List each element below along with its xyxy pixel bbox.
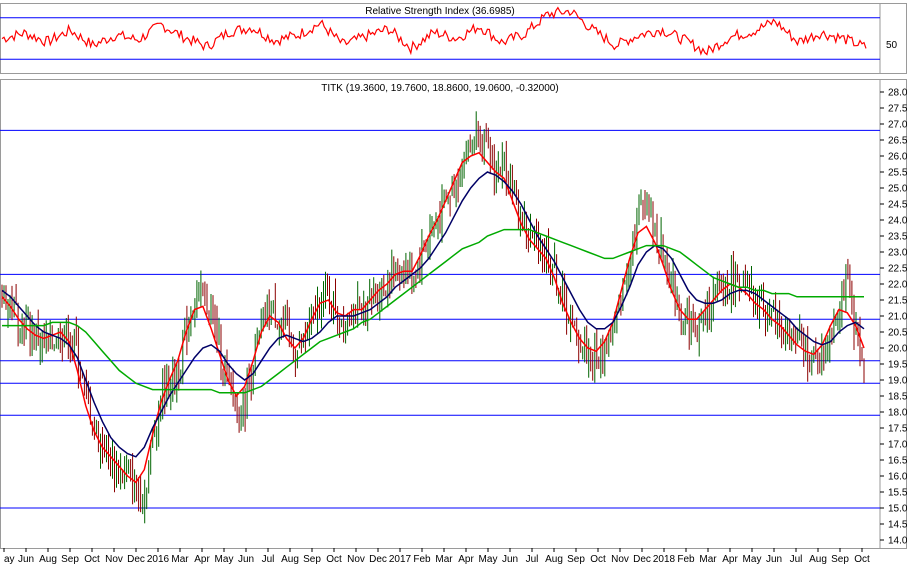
rsi-line <box>1 6 867 56</box>
x-tick-label: Jul <box>526 554 539 565</box>
x-tick-label: Nov <box>611 554 629 565</box>
rsi-title: Relative Strength Index (36.6985) <box>365 6 515 17</box>
x-tick-label: Jun <box>18 554 34 565</box>
x-tick-label: Oct <box>854 554 870 565</box>
x-tick-label: Aug <box>809 554 827 565</box>
x-tick-label: Jun <box>238 554 254 565</box>
rsi-panel-frame <box>0 3 907 74</box>
x-tick-label: Sep <box>61 554 79 565</box>
x-tick-label: Jun <box>766 554 782 565</box>
price-title: TITK (19.3600, 19.7600, 18.8600, 19.0600… <box>321 83 558 94</box>
y-tick-label: 26.0 <box>888 152 908 163</box>
moving-averages-layer <box>1 151 865 484</box>
x-tick-label: Dec <box>633 554 651 565</box>
x-tick-label: Feb <box>413 554 431 565</box>
candles-layer <box>1 111 865 524</box>
x-tick-label: May <box>215 554 234 565</box>
y-tick-label: 20.0 <box>888 344 908 355</box>
y-tick-label: 28.0 <box>888 88 908 99</box>
x-tick-label: Oct <box>326 554 342 565</box>
x-tick-label: Mar <box>699 554 717 565</box>
y-tick-label: 17.0 <box>888 440 908 451</box>
y-tick-label: 19.0 <box>888 376 908 387</box>
x-tick-label: Mar <box>435 554 453 565</box>
y-tick-label: 22.0 <box>888 280 908 291</box>
y-tick-label: 21.5 <box>888 296 908 307</box>
x-tick-label: 2017 <box>389 554 412 565</box>
x-tick-label: Oct <box>590 554 606 565</box>
x-tick-label: Sep <box>303 554 321 565</box>
x-tick-label: May <box>479 554 498 565</box>
date-x-axis: ay Jun Aug Sep Oct Nov Dec 2016 Mar Apr May Jun Jul A… <box>3 548 870 565</box>
y-tick-label: 15.0 <box>888 504 908 515</box>
y-tick-label: 22.5 <box>888 264 908 275</box>
y-tick-label: 25.5 <box>888 168 908 179</box>
y-tick-label: 14.5 <box>888 520 908 531</box>
x-tick-label: Oct <box>84 554 100 565</box>
y-tick-label: 27.0 <box>888 120 908 131</box>
y-tick-label: 27.5 <box>888 104 908 115</box>
x-tick-label: Dec <box>369 554 387 565</box>
y-tick-label: 23.5 <box>888 232 908 243</box>
x-tick-label: Jun <box>502 554 518 565</box>
x-tick-label: Dec <box>127 554 145 565</box>
rsi-layer <box>0 6 880 60</box>
x-tick-label: ay <box>4 554 15 565</box>
y-tick-label: 21.0 <box>888 312 908 323</box>
x-tick-label: Nov <box>105 554 123 565</box>
y-tick-label: 25.0 <box>888 184 908 195</box>
x-tick-label: Aug <box>39 554 57 565</box>
moving-average-line-3 <box>2 228 864 394</box>
rsi-tick-label: 50 <box>886 40 898 51</box>
y-tick-label: 19.5 <box>888 360 908 371</box>
x-tick-label: Apr <box>194 554 210 565</box>
moving-average-line-1 <box>1 151 865 484</box>
price-panel-frame <box>0 79 907 549</box>
x-tick-label: Apr <box>722 554 738 565</box>
x-tick-label: Apr <box>458 554 474 565</box>
y-tick-label: 24.5 <box>888 200 908 211</box>
x-tick-label: Jul <box>262 554 275 565</box>
y-tick-label: 23.0 <box>888 248 908 259</box>
price-y-axis: 28.0 27.5 27.0 26.5 26.0 25.5 25.0 24.5 24.0 23.5… <box>880 88 908 547</box>
x-tick-label: Aug <box>281 554 299 565</box>
levels-layer <box>0 129 880 509</box>
y-tick-label: 14.0 <box>888 536 908 547</box>
moving-average-line-2 <box>1 171 865 458</box>
x-tick-label: Aug <box>545 554 563 565</box>
x-tick-label: May <box>743 554 762 565</box>
y-tick-label: 17.5 <box>888 424 908 435</box>
x-tick-label: Sep <box>567 554 585 565</box>
y-tick-label: 15.5 <box>888 488 908 499</box>
y-tick-label: 20.5 <box>888 328 908 339</box>
x-tick-label: Feb <box>677 554 695 565</box>
x-tick-label: 2018 <box>653 554 676 565</box>
y-tick-label: 18.5 <box>888 392 908 403</box>
y-tick-label: 16.5 <box>888 456 908 467</box>
y-tick-label: 24.0 <box>888 216 908 227</box>
x-tick-label: 2016 <box>147 554 170 565</box>
y-tick-label: 16.0 <box>888 472 908 483</box>
x-tick-label: Sep <box>831 554 849 565</box>
y-tick-label: 26.5 <box>888 136 908 147</box>
x-tick-label: Jul <box>790 554 803 565</box>
x-tick-label: Mar <box>171 554 189 565</box>
x-tick-label: Nov <box>347 554 365 565</box>
y-tick-label: 18.0 <box>888 408 908 419</box>
